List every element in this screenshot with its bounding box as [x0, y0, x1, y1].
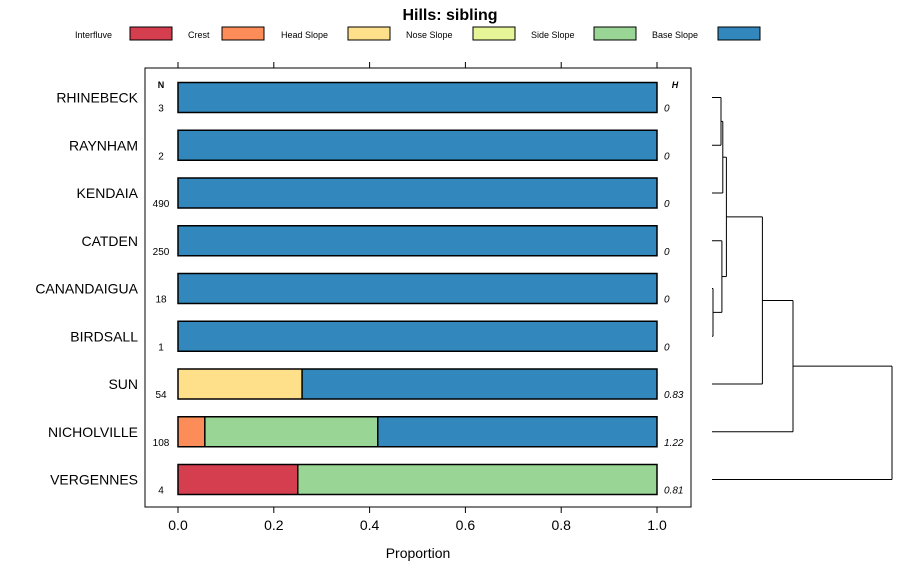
legend-swatch-crest	[221, 26, 265, 41]
n-value-birdsall: 1	[158, 342, 164, 353]
n-value-vergennes: 4	[158, 486, 164, 497]
n-value-catden: 250	[153, 247, 170, 258]
top-axis-ticks	[177, 62, 658, 68]
category-label-rhinebeck: RHINEBECK	[56, 90, 138, 106]
n-value-canandaigua: 18	[155, 295, 167, 306]
bar-segment-canandaigua-base-slope	[178, 273, 657, 304]
legend-swatch-nose-slope	[472, 26, 516, 41]
x-axis-label: Proportion	[386, 545, 451, 561]
category-label-birdsall: BIRDSALL	[70, 328, 138, 344]
x-tick-label-0-0: 0.0	[168, 517, 188, 533]
bar-outline-catden	[177, 225, 658, 257]
bar-segment-sun-base-slope	[302, 369, 657, 399]
bar-segment-catden-base-slope	[178, 225, 657, 256]
h-value-sun: 0.83	[664, 390, 684, 401]
x-tick-label-0-8: 0.8	[551, 517, 571, 533]
legend: Interfluve Crest Head Slope Nose Slope Side …	[75, 26, 761, 41]
bar-outline-vergennes	[177, 463, 658, 496]
x-tick-label-0-2: 0.2	[264, 517, 284, 533]
bar-outline-raynham	[177, 129, 658, 161]
h-value-vergennes: 0.81	[664, 486, 683, 497]
h-value-raynham: 0	[664, 151, 670, 162]
bar-segment-nicholville-base-slope	[377, 416, 657, 447]
bar-outline-nicholville	[177, 416, 658, 448]
legend-label-interfluve: Interfluve	[75, 30, 112, 40]
bar-outline-birdsall	[177, 320, 658, 352]
legend-label-nose-slope: Nose Slope	[406, 30, 453, 40]
chart-title: Hills: sibling	[402, 7, 497, 24]
h-header: H	[672, 80, 679, 90]
legend-label-side-slope: Side Slope	[531, 30, 575, 40]
bars: RHINEBECK 3 0 RAYNHAM 2 0 KENDAIA 490 0 CATDEN 250…	[35, 81, 684, 497]
bar-segment-raynham-base-slope	[178, 130, 657, 161]
x-axis: 0.0 0.2 0.4 0.6 0.8 1.0	[168, 507, 667, 533]
n-value-kendaia: 490	[153, 199, 170, 210]
plot-frame	[144, 67, 692, 508]
bar-segment-kendaia-base-slope	[178, 178, 657, 208]
category-label-raynham: RAYNHAM	[69, 137, 138, 153]
bar-segment-sun-head-slope	[178, 369, 303, 399]
bar-segment-rhinebeck-base-slope	[178, 82, 657, 113]
h-value-rhinebeck: 0	[664, 104, 670, 115]
legend-swatch-interfluve	[129, 26, 173, 41]
bar-outline-rhinebeck	[177, 81, 658, 114]
x-tick-label-0-6: 0.6	[456, 517, 476, 533]
bar-segment-nicholville-crest	[178, 416, 205, 447]
category-label-kendaia: KENDAIA	[77, 185, 139, 201]
dendrogram	[712, 97, 893, 480]
bar-segment-vergennes-side-slope	[297, 464, 657, 495]
category-label-nicholville: NICHOLVILLE	[48, 424, 138, 440]
legend-label-crest: Crest	[188, 30, 210, 40]
category-label-vergennes: VERGENNES	[50, 472, 138, 488]
h-value-birdsall: 0	[664, 342, 670, 353]
h-value-canandaigua: 0	[664, 295, 670, 306]
x-tick-label-1-0: 1.0	[647, 517, 667, 533]
n-header: N	[158, 80, 165, 90]
n-value-nicholville: 108	[153, 438, 170, 449]
h-value-nicholville: 1.22	[664, 438, 684, 449]
category-label-canandaigua: CANANDAIGUA	[35, 281, 138, 297]
legend-swatch-head-slope	[347, 26, 391, 41]
h-value-catden: 0	[664, 247, 670, 258]
category-label-sun: SUN	[108, 376, 138, 392]
n-value-sun: 54	[155, 390, 167, 401]
n-value-rhinebeck: 3	[158, 104, 164, 115]
legend-swatch-side-slope	[593, 26, 637, 41]
bar-outline-sun	[177, 368, 658, 400]
legend-swatch-base-slope	[717, 26, 761, 41]
legend-label-head-slope: Head Slope	[281, 30, 328, 40]
h-value-kendaia: 0	[664, 199, 670, 210]
bar-outline-canandaigua	[177, 272, 658, 305]
n-value-raynham: 2	[158, 151, 164, 162]
category-label-catden: CATDEN	[81, 233, 138, 249]
legend-label-base-slope: Base Slope	[652, 30, 698, 40]
x-tick-label-0-4: 0.4	[360, 517, 380, 533]
bar-outline-kendaia	[177, 177, 658, 209]
bar-segment-vergennes-interfluve	[178, 464, 298, 495]
bar-segment-birdsall-base-slope	[178, 321, 657, 352]
bar-segment-nicholville-side-slope	[204, 416, 378, 447]
